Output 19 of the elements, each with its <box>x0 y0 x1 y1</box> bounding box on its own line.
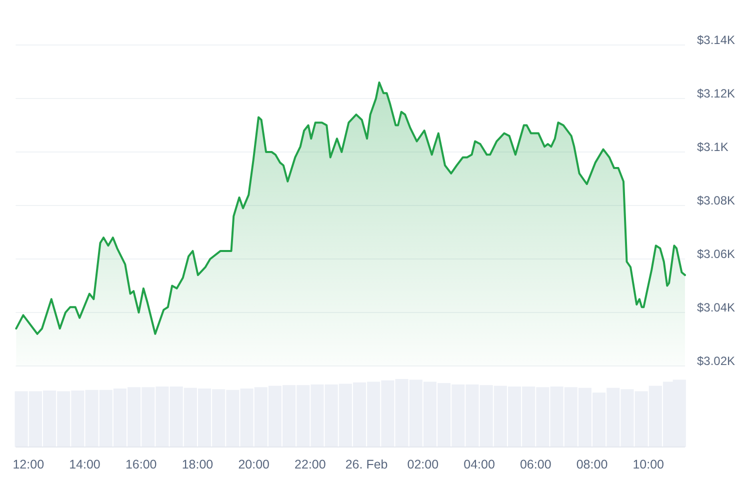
x-tick-label: 26. Feb <box>345 457 388 472</box>
y-tick-label: $3.02K <box>697 354 736 368</box>
x-tick-label: 06:00 <box>520 457 552 472</box>
x-tick-label: 20:00 <box>238 457 270 472</box>
y-tick-label: $3.12K <box>697 86 736 101</box>
y-tick-label: $3.14K <box>697 33 736 48</box>
x-tick-label: 16:00 <box>125 457 157 472</box>
x-tick-label: 22:00 <box>294 457 326 472</box>
y-tick-label: $3.1K <box>697 140 728 154</box>
y-tick-label: $3.06K <box>697 247 736 262</box>
x-tick-label: 12:00 <box>12 457 44 472</box>
x-tick-label: 18:00 <box>182 457 214 472</box>
y-tick-label: $3.04K <box>697 300 736 315</box>
x-tick-label: 08:00 <box>576 457 608 472</box>
x-tick-label: 14:00 <box>69 457 100 472</box>
x-tick-label: 02:00 <box>407 457 439 472</box>
x-tick-label: 10:00 <box>632 457 664 472</box>
y-tick-label: $3.08K <box>697 194 736 208</box>
x-tick-label: 04:00 <box>464 457 495 472</box>
